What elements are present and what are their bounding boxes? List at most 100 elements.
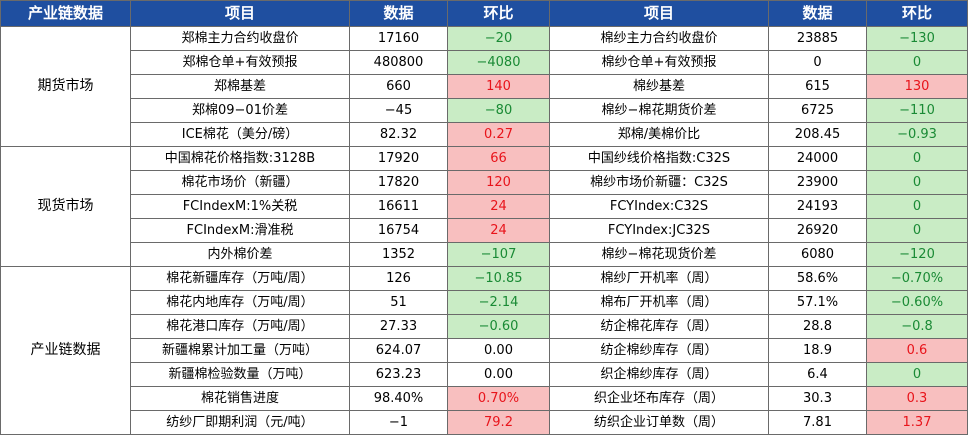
- value-right: 18.9: [768, 338, 867, 363]
- value-right: 24000: [768, 146, 867, 171]
- change-right: 0: [866, 170, 968, 195]
- item-name-right: FCYIndex:JC32S: [549, 218, 769, 243]
- change-left: 0.70%: [447, 386, 550, 411]
- header-category: 产业链数据: [0, 0, 131, 27]
- change-right: −130: [866, 26, 968, 51]
- value-right: 6080: [768, 242, 867, 267]
- item-name-left: 纺纱厂即期利润（元/吨）: [130, 410, 350, 435]
- value-right: 23885: [768, 26, 867, 51]
- table-row: 棉花内地库存（万吨/周） 51 −2.14 棉布厂开机率（周） 57.1% −0.60%: [1, 290, 968, 315]
- change-left: 66: [447, 146, 550, 171]
- header-change-left: 环比: [447, 0, 550, 27]
- section-label: 期货市场: [0, 26, 131, 147]
- item-name-right: 棉纱−棉花期货价差: [549, 98, 769, 123]
- item-name-left: 棉花销售进度: [130, 386, 350, 411]
- change-right: −110: [866, 98, 968, 123]
- value-left: 660: [349, 74, 448, 99]
- value-left: 16611: [349, 194, 448, 219]
- header-change-right: 环比: [866, 0, 968, 27]
- change-right: 0: [866, 50, 968, 75]
- change-right: 130: [866, 74, 968, 99]
- value-left: 27.33: [349, 314, 448, 339]
- value-left: 82.32: [349, 122, 448, 147]
- value-left: 623.23: [349, 362, 448, 387]
- change-right: 0: [866, 362, 968, 387]
- item-name-right: 郑棉/美棉价比: [549, 122, 769, 147]
- table-row: FCIndexM:滑准税 16754 24 FCYIndex:JC32S 26920 0: [1, 218, 968, 243]
- item-name-left: 中国棉花价格指数:3128B: [130, 146, 350, 171]
- change-right: 1.37: [866, 410, 968, 435]
- item-name-right: 纺企棉纱库存（周）: [549, 338, 769, 363]
- item-name-left: 新疆棉检验数量（万吨）: [130, 362, 350, 387]
- header-item-left: 项目: [130, 0, 350, 27]
- item-name-right: 织企棉纱库存（周）: [549, 362, 769, 387]
- change-left: −4080: [447, 50, 550, 75]
- table-row: 新疆棉累计加工量（万吨） 624.07 0.00 纺企棉纱库存（周） 18.9 0.6: [1, 338, 968, 363]
- value-left: 98.40%: [349, 386, 448, 411]
- section-label: 现货市场: [0, 146, 131, 267]
- change-left: 0.00: [447, 338, 550, 363]
- value-left: −45: [349, 98, 448, 123]
- header-value-right: 数据: [768, 0, 867, 27]
- change-left: 24: [447, 218, 550, 243]
- value-right: 7.81: [768, 410, 867, 435]
- table-row: 棉花港口库存（万吨/周） 27.33 −0.60 纺企棉花库存（周） 28.8 −0.8: [1, 314, 968, 339]
- header-item-right: 项目: [549, 0, 769, 27]
- change-right: 0.3: [866, 386, 968, 411]
- item-name-left: FCIndexM:滑准税: [130, 218, 350, 243]
- change-left: 0.00: [447, 362, 550, 387]
- table-row: ICE棉花（美分/磅） 82.32 0.27 郑棉/美棉价比 208.45 −0.93: [1, 122, 968, 147]
- item-name-left: 棉花港口库存（万吨/周）: [130, 314, 350, 339]
- change-left: 0.27: [447, 122, 550, 147]
- item-name-left: 棉花内地库存（万吨/周）: [130, 290, 350, 315]
- item-name-right: 棉布厂开机率（周）: [549, 290, 769, 315]
- change-right: 0: [866, 146, 968, 171]
- change-right: −0.93: [866, 122, 968, 147]
- change-right: 0.6: [866, 338, 968, 363]
- value-left: 17820: [349, 170, 448, 195]
- value-right: 30.3: [768, 386, 867, 411]
- table-row: 郑棉09−01价差 −45 −80 棉纱−棉花期货价差 6725 −110: [1, 98, 968, 123]
- value-right: 26920: [768, 218, 867, 243]
- table-row: 内外棉价差 1352 −107 棉纱−棉花现货价差 6080 −120: [1, 242, 968, 267]
- value-left: 17920: [349, 146, 448, 171]
- item-name-right: 棉纱−棉花现货价差: [549, 242, 769, 267]
- item-name-right: 棉纱市场价新疆：C32S: [549, 170, 769, 195]
- item-name-right: 棉纱仓单+有效预报: [549, 50, 769, 75]
- item-name-left: 新疆棉累计加工量（万吨）: [130, 338, 350, 363]
- item-name-right: 棉纱厂开机率（周）: [549, 266, 769, 291]
- table-row: FCIndexM:1%关税 16611 24 FCYIndex:C32S 24193 0: [1, 194, 968, 219]
- change-left: −20: [447, 26, 550, 51]
- item-name-left: 郑棉基差: [130, 74, 350, 99]
- item-name-left: 棉花新疆库存（万吨/周）: [130, 266, 350, 291]
- value-right: 24193: [768, 194, 867, 219]
- change-right: 0: [866, 218, 968, 243]
- value-right: 6725: [768, 98, 867, 123]
- change-left: 24: [447, 194, 550, 219]
- value-left: −1: [349, 410, 448, 435]
- item-name-left: ICE棉花（美分/磅）: [130, 122, 350, 147]
- change-left: −2.14: [447, 290, 550, 315]
- value-right: 208.45: [768, 122, 867, 147]
- value-left: 624.07: [349, 338, 448, 363]
- section-label: 产业链数据: [0, 266, 131, 435]
- table-row: 现货市场 中国棉花价格指数:3128B 17920 66 中国纱线价格指数:C32S 24…: [0, 146, 968, 267]
- change-left: −0.60: [447, 314, 550, 339]
- item-name-left: FCIndexM:1%关税: [130, 194, 350, 219]
- change-left: −80: [447, 98, 550, 123]
- table-row: 纺纱厂即期利润（元/吨） −1 79.2 纺织企业订单数（周） 7.81 1.37: [1, 410, 968, 435]
- value-right: 23900: [768, 170, 867, 195]
- table-body: 期货市场 郑棉主力合约收盘价 17160 −20 棉纱主力合约收盘价 23885 −130 郑…: [0, 26, 968, 435]
- change-right: −120: [866, 242, 968, 267]
- item-name-left: 郑棉主力合约收盘价: [130, 26, 350, 51]
- table-row: 期货市场 郑棉主力合约收盘价 17160 −20 棉纱主力合约收盘价 23885 −130: [0, 26, 968, 147]
- change-left: −107: [447, 242, 550, 267]
- value-right: 28.8: [768, 314, 867, 339]
- header-value-left: 数据: [349, 0, 448, 27]
- table-row: 郑棉基差 660 140 棉纱基差 615 130: [1, 74, 968, 99]
- value-left: 480800: [349, 50, 448, 75]
- change-right: −0.70%: [866, 266, 968, 291]
- item-name-right: FCYIndex:C32S: [549, 194, 769, 219]
- table-row: 郑棉仓单+有效预报 480800 −4080 棉纱仓单+有效预报 0 0: [1, 50, 968, 75]
